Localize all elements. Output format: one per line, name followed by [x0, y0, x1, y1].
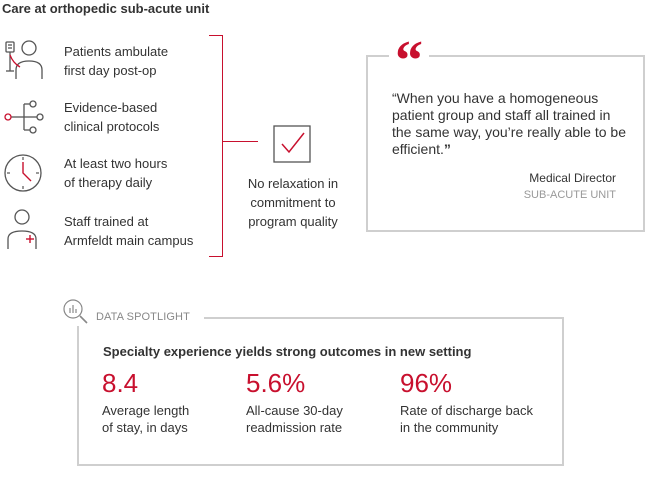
- stat-length-of-stay: 8.4 Average length of stay, in days: [102, 368, 252, 436]
- stat-label-line: in the community: [400, 420, 499, 435]
- spotlight-heading: Specialty experience yields strong outco…: [103, 344, 472, 359]
- patient-iv-icon: [5, 40, 43, 79]
- feature-staff: Staff trained at Armfeldt main campus: [64, 212, 214, 250]
- feature-line: of therapy daily: [64, 175, 153, 190]
- stat-discharge: 96% Rate of discharge back in the commun…: [400, 368, 550, 436]
- feature-line: At least two hours: [64, 156, 168, 171]
- protocol-branch-icon: [4, 100, 44, 134]
- stat-label-line: of stay, in days: [102, 420, 188, 435]
- bracket-connector: [222, 141, 258, 142]
- feature-line: Evidence-based: [64, 100, 158, 115]
- feature-ambulate: Patients ambulate first day post-op: [64, 42, 214, 80]
- page-title: Care at orthopedic sub-acute unit: [2, 1, 210, 16]
- staff-nurse-icon: [7, 209, 37, 249]
- stat-value: 96%: [400, 368, 453, 398]
- checkbox-check-icon: [273, 125, 311, 163]
- quote-body: “When you have a homogeneous patient gro…: [392, 90, 626, 157]
- clock-icon: [4, 154, 42, 192]
- data-spotlight-label: DATA SPOTLIGHT: [96, 311, 190, 323]
- stat-readmission: 5.6% All-cause 30-day readmission rate: [246, 368, 396, 436]
- quote-org: SUB-ACUTE UNIT: [523, 189, 616, 201]
- feature-line: Staff trained at: [64, 214, 149, 229]
- feature-line: clinical protocols: [64, 119, 160, 134]
- data-spotlight-box: [77, 317, 564, 466]
- commitment-line: No relaxation in: [247, 176, 339, 191]
- feature-line: Armfeldt main campus: [64, 233, 194, 248]
- commitment-text: No relaxation in commitment to program q…: [235, 174, 351, 231]
- feature-line: first day post-op: [64, 63, 157, 78]
- commitment-line: commitment to: [250, 195, 336, 210]
- stat-label-line: Rate of discharge back: [400, 403, 533, 418]
- stat-label-line: readmission rate: [246, 420, 343, 435]
- stat-value: 5.6%: [246, 368, 306, 398]
- stat-value: 8.4: [102, 368, 139, 398]
- magnifier-chart-icon: [63, 299, 88, 324]
- quote-mark-icon: “: [389, 33, 429, 89]
- features-bracket: [209, 35, 223, 257]
- stat-label: Average length of stay, in days: [102, 402, 252, 436]
- stat-label: All-cause 30-day readmission rate: [246, 402, 396, 436]
- quote-close-mark: ”: [443, 141, 451, 157]
- quote-text: “When you have a homogeneous patient gro…: [392, 90, 632, 158]
- feature-therapy: At least two hours of therapy daily: [64, 154, 214, 192]
- feature-protocols: Evidence-based clinical protocols: [64, 98, 214, 136]
- feature-line: Patients ambulate: [64, 44, 169, 59]
- quote-author: Medical Director: [529, 171, 616, 185]
- data-spotlight-header: DATA SPOTLIGHT: [60, 296, 204, 326]
- commitment-line: program quality: [248, 214, 338, 229]
- stat-label-line: Average length: [102, 403, 190, 418]
- stat-label-line: All-cause 30-day: [246, 403, 343, 418]
- stat-label: Rate of discharge back in the community: [400, 402, 550, 436]
